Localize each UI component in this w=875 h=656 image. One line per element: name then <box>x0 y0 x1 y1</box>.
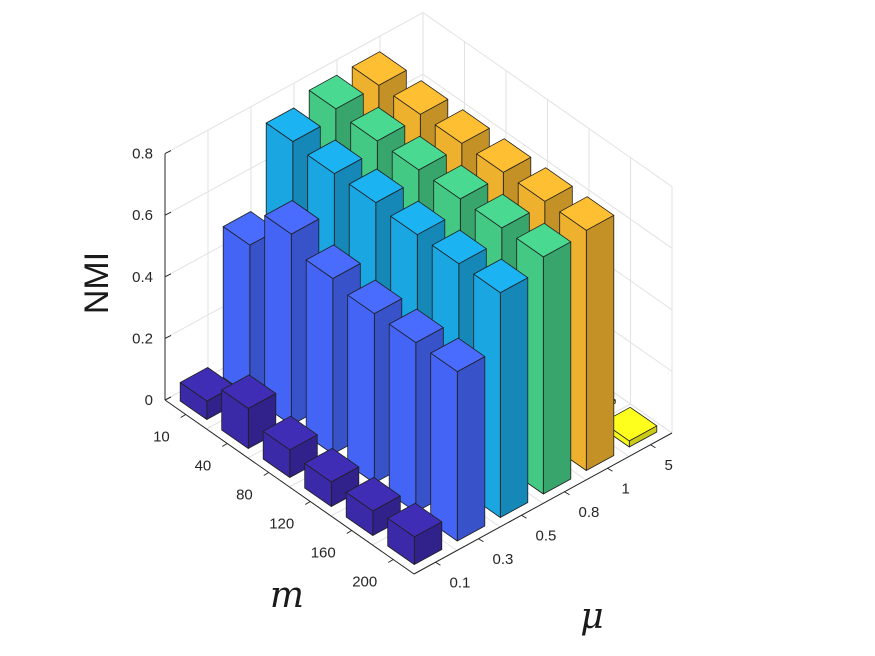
m-axis-label: m <box>270 575 304 616</box>
z-tick-mark <box>164 273 172 278</box>
bar-face-side <box>305 259 334 455</box>
bar-face-top <box>304 447 360 483</box>
m-tick-mark <box>387 559 394 563</box>
bar-face-top <box>602 406 658 442</box>
m-tick-mark <box>221 443 228 447</box>
mu-tick-mark <box>521 514 527 519</box>
z-tick-mark <box>164 396 172 401</box>
z-tick-label: 0.6 <box>132 207 153 224</box>
bar-face-top <box>351 51 407 86</box>
bar <box>387 502 443 565</box>
axis-layer: 0 0.2 0.4 0.6 0.8 10 40 80 120 160 200 0.1 0.3 0.5 0.8… <box>132 146 673 592</box>
bar-face-front <box>456 356 486 542</box>
bar-face-top <box>388 308 444 344</box>
bar-face-top <box>264 200 320 235</box>
mu-tick-mark <box>478 538 484 543</box>
label-layer: NMI m μ <box>78 252 604 637</box>
z-tick-label: 0 <box>145 392 153 409</box>
bar-face-top <box>517 167 573 202</box>
mu-tick-label: 0.5 <box>536 527 557 544</box>
bar-face-top <box>307 139 363 175</box>
bar-face-top <box>348 168 404 204</box>
bar-face-front <box>585 214 615 471</box>
mu-axis-label: μ <box>580 596 603 637</box>
bar-face-top <box>433 164 489 200</box>
bar-face-top <box>262 415 318 451</box>
mu-tick-label: 1 <box>622 480 630 497</box>
bar-face-top <box>265 107 321 142</box>
m-tick-label: 10 <box>153 429 170 446</box>
bar-face-top <box>476 138 532 173</box>
z-tick-mark <box>164 150 172 155</box>
bar-face-side <box>388 323 417 513</box>
mu-tick-label: 5 <box>665 457 673 474</box>
bar-face-top <box>393 80 449 115</box>
bar-face-top <box>559 196 615 231</box>
bar <box>345 476 401 536</box>
m-tick-mark <box>346 530 353 534</box>
mu-tick-mark <box>435 561 441 566</box>
bar-face-top <box>221 374 277 409</box>
bar <box>262 415 318 478</box>
bar-face-front <box>499 277 529 518</box>
m-tick-mark <box>263 472 270 476</box>
m-tick-mark <box>180 414 187 418</box>
bar-face-top <box>350 106 406 142</box>
mu-axis-line <box>413 432 673 575</box>
m-tick-label: 120 <box>269 516 294 533</box>
bar-face-top <box>390 200 446 236</box>
m-tick-label: 200 <box>352 574 377 591</box>
bar-face-top <box>474 193 530 229</box>
z-axis-label: NMI <box>78 252 116 314</box>
z-tick-mark <box>164 334 172 339</box>
bar-face-top <box>516 222 572 258</box>
bars-layer <box>179 51 658 565</box>
bar <box>304 447 360 507</box>
bar-face-top <box>345 476 401 512</box>
mu-tick-mark <box>564 491 570 496</box>
bar <box>430 337 486 542</box>
m-tick-label: 80 <box>236 487 253 504</box>
bar-face-front <box>542 241 572 495</box>
bar-face-top <box>473 258 529 294</box>
bar-face-top <box>431 229 487 265</box>
z-tick-label: 0.4 <box>132 269 153 286</box>
z-tick-label: 0.8 <box>132 146 153 163</box>
bar-face-top <box>305 244 361 279</box>
z-tick-label: 0.2 <box>132 330 153 347</box>
bar-face-top <box>430 337 486 373</box>
mu-tick-label: 0.8 <box>579 504 600 521</box>
bar-face-top <box>391 135 447 171</box>
m-tick-label: 160 <box>311 545 336 562</box>
mu-tick-label: 0.1 <box>450 574 471 591</box>
bar-face-side <box>430 352 458 542</box>
z-tick-mark <box>164 211 172 216</box>
mu-tick-label: 0.3 <box>493 551 514 568</box>
mu-tick-mark <box>607 467 613 472</box>
bar-face-top <box>347 279 403 315</box>
bar-face-top <box>308 74 364 110</box>
m-axis-line <box>164 399 415 575</box>
mu-tick-mark <box>650 444 656 449</box>
m-tick-mark <box>304 501 311 505</box>
m-tick-label: 40 <box>195 458 212 475</box>
bar-face-top <box>387 502 443 538</box>
bar-face-top <box>434 109 490 144</box>
bar-face-side <box>222 226 251 397</box>
bar-face-side <box>347 294 375 484</box>
